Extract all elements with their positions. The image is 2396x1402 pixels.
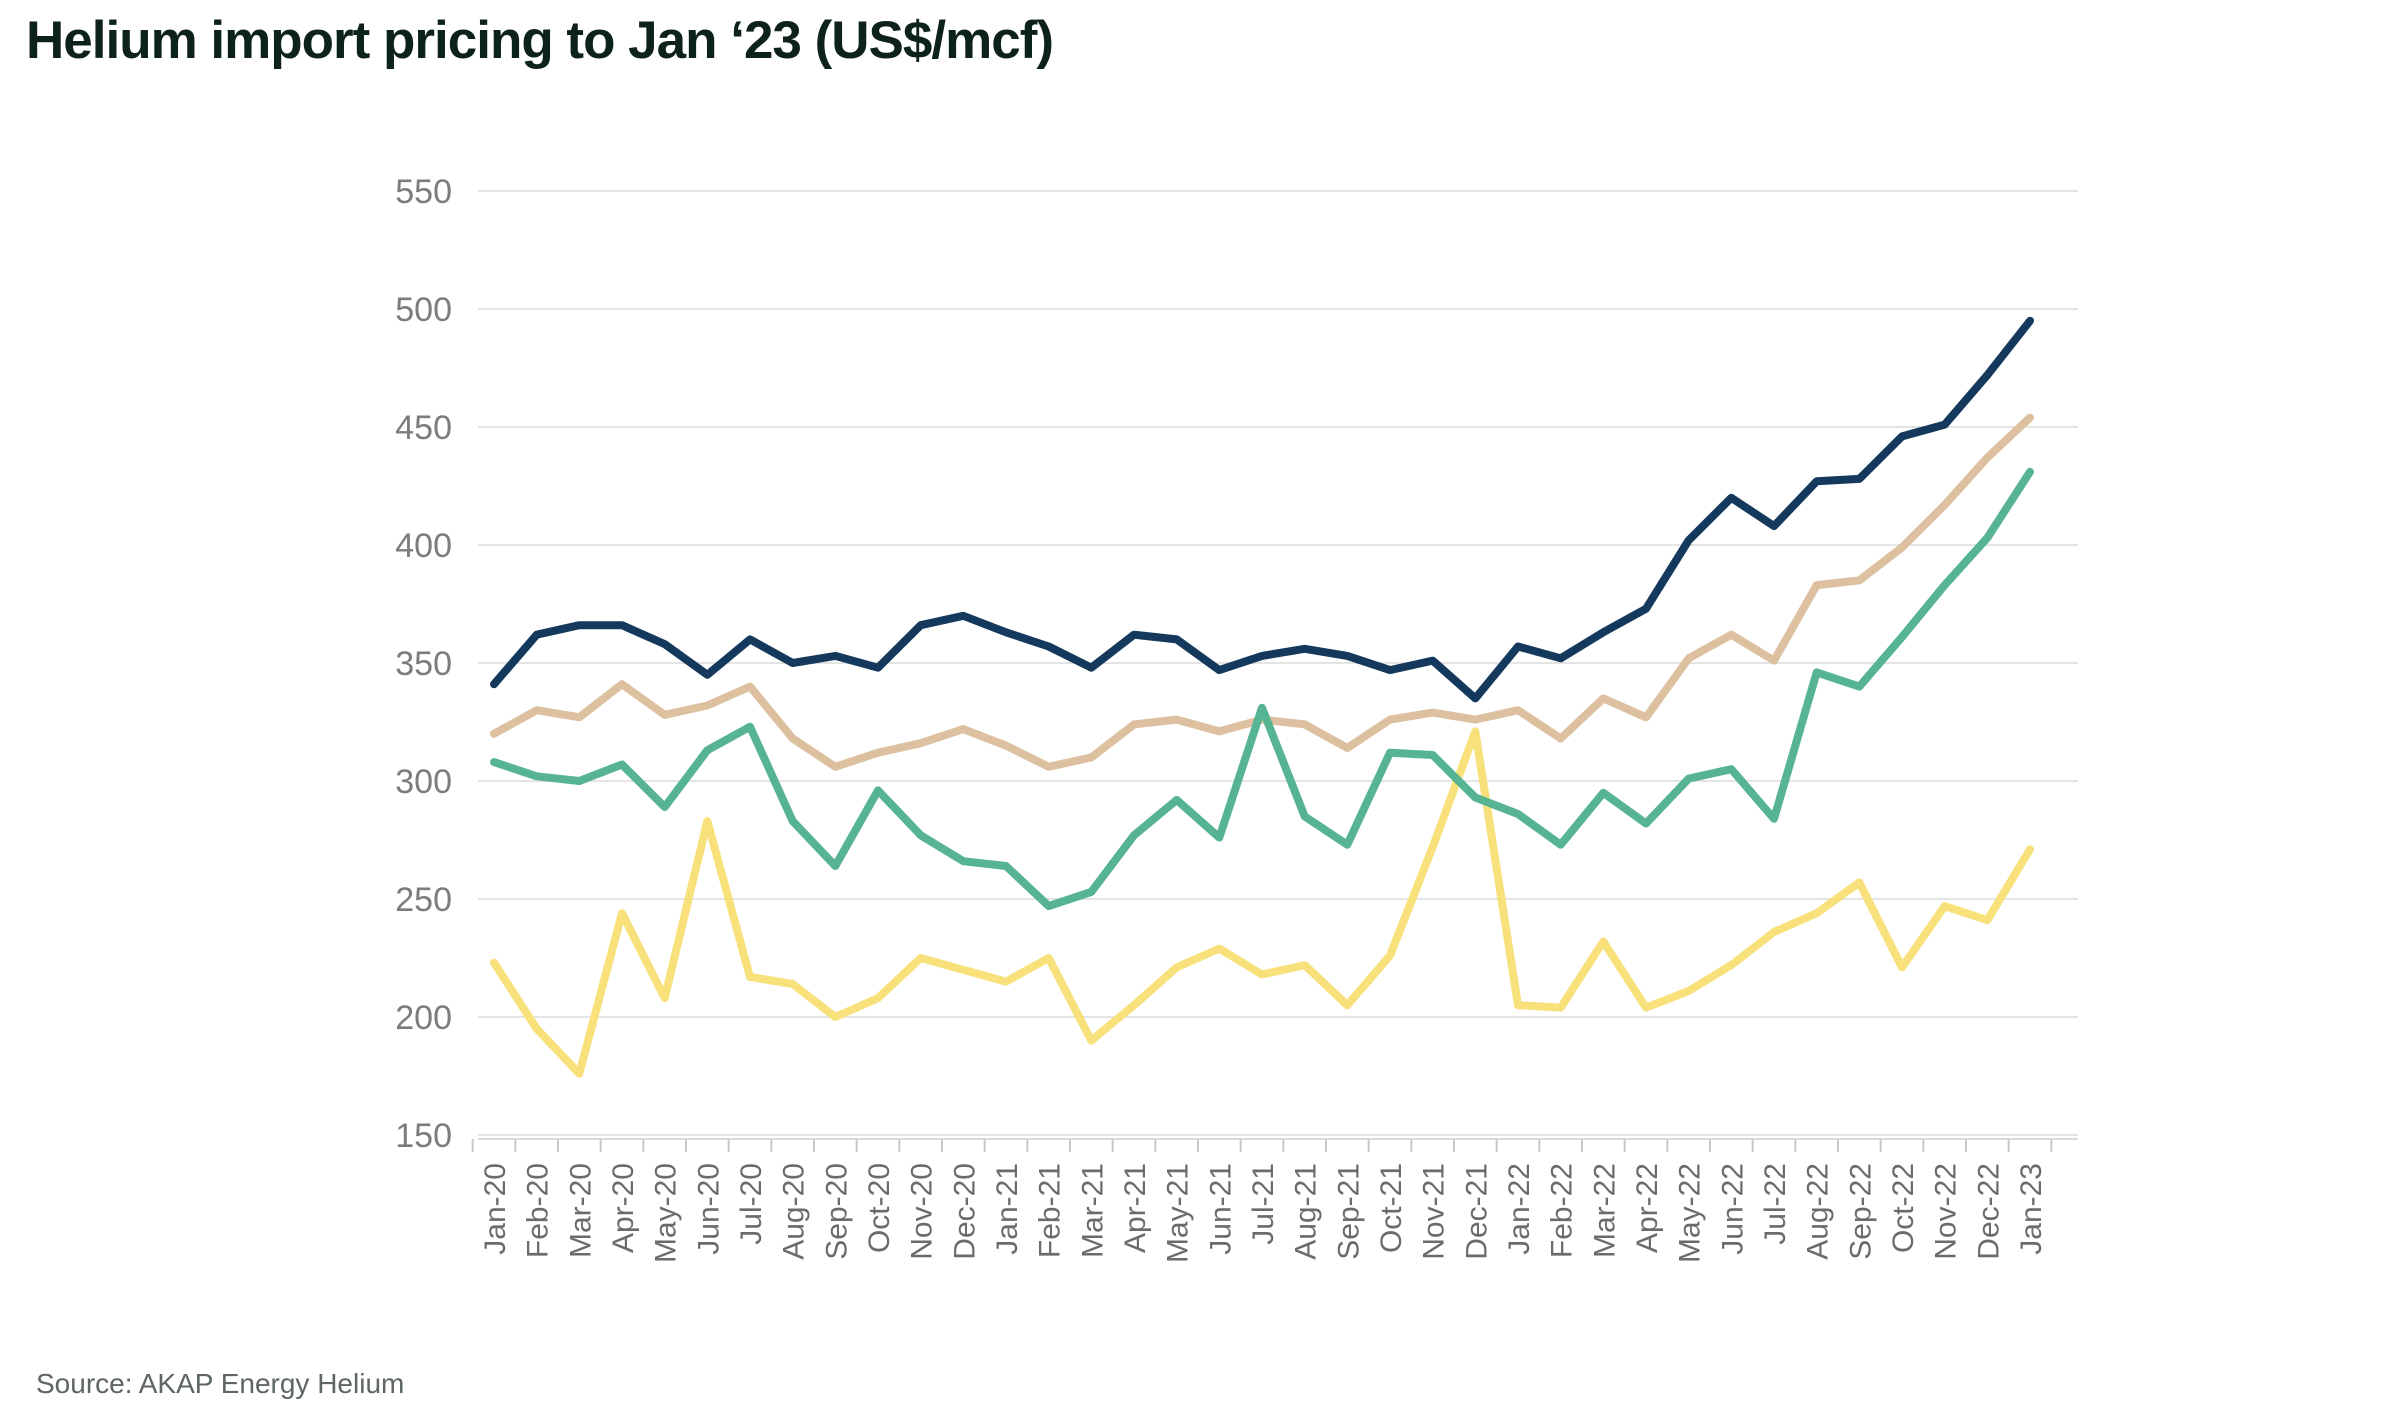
x-tick-label: Jan-21 — [991, 1163, 1024, 1255]
x-tick-label: Jan-23 — [2015, 1163, 2048, 1255]
series-navy-line — [490, 316, 2034, 703]
x-tick-label: Feb-20 — [522, 1163, 555, 1258]
x-tick-label: Apr-20 — [607, 1163, 640, 1253]
x-tick-label: Jun-20 — [692, 1163, 725, 1255]
x-tick-label: Jul-22 — [1759, 1163, 1792, 1245]
x-tick-label: Sep-20 — [820, 1163, 853, 1260]
x-tick-label: Jul-21 — [1247, 1163, 1280, 1245]
x-tick-label: Nov-20 — [906, 1163, 939, 1260]
x-tick-label: Dec-21 — [1460, 1163, 1493, 1260]
series-teal-line — [490, 467, 2034, 911]
y-tick-label: 400 — [395, 527, 452, 565]
y-tick-label: 200 — [395, 999, 452, 1037]
x-tick-label: Oct-22 — [1887, 1163, 1920, 1253]
x-tick-label: Jan-22 — [1503, 1163, 1536, 1255]
x-tick-label: May-22 — [1674, 1163, 1707, 1263]
y-tick-label: 350 — [395, 645, 452, 683]
x-tick-label: Sep-21 — [1332, 1163, 1365, 1260]
x-tick-label: Jun-22 — [1716, 1163, 1749, 1255]
x-tick-label: Mar-22 — [1588, 1163, 1621, 1258]
x-tick-label: Nov-21 — [1418, 1163, 1451, 1260]
x-tick-label: Aug-22 — [1802, 1163, 1835, 1260]
x-tick-label: Oct-20 — [863, 1163, 896, 1253]
y-tick-label: 550 — [395, 173, 452, 211]
x-tick-label: Jul-20 — [735, 1163, 768, 1245]
x-tick-label: Aug-21 — [1290, 1163, 1323, 1260]
x-tick-label: Dec-22 — [1972, 1163, 2005, 1260]
source-note: Source: AKAP Energy Helium — [36, 1368, 405, 1399]
page-title: Helium import pricing to Jan ‘23 (US$/mc… — [26, 11, 1054, 70]
x-tick-label: May-21 — [1162, 1163, 1195, 1263]
x-tick-label: Apr-22 — [1631, 1163, 1664, 1253]
x-tick-label: Aug-20 — [778, 1163, 811, 1260]
y-tick-label: 500 — [395, 291, 452, 329]
y-tick-label: 250 — [395, 881, 452, 919]
x-tick-label: May-20 — [650, 1163, 683, 1263]
x-tick-label: Sep-22 — [1844, 1163, 1877, 1260]
x-tick-label: Nov-22 — [1930, 1163, 1963, 1260]
x-tick-label: Mar-21 — [1076, 1163, 1109, 1258]
x-tick-label: Oct-21 — [1375, 1163, 1408, 1253]
x-tick-label: Feb-21 — [1034, 1163, 1067, 1258]
x-tick-label: Mar-20 — [564, 1163, 597, 1258]
x-tick-label: Dec-20 — [948, 1163, 981, 1260]
series-yellow-line — [490, 727, 2034, 1078]
y-tick-label: 300 — [395, 763, 452, 801]
x-tick-label: Feb-22 — [1546, 1163, 1579, 1258]
x-tick-label: Jan-20 — [479, 1163, 512, 1255]
x-tick-label: Jun-21 — [1204, 1163, 1237, 1255]
y-tick-label: 450 — [395, 409, 452, 447]
y-tick-label: 150 — [395, 1117, 452, 1155]
x-tick-label: Apr-21 — [1119, 1163, 1152, 1253]
